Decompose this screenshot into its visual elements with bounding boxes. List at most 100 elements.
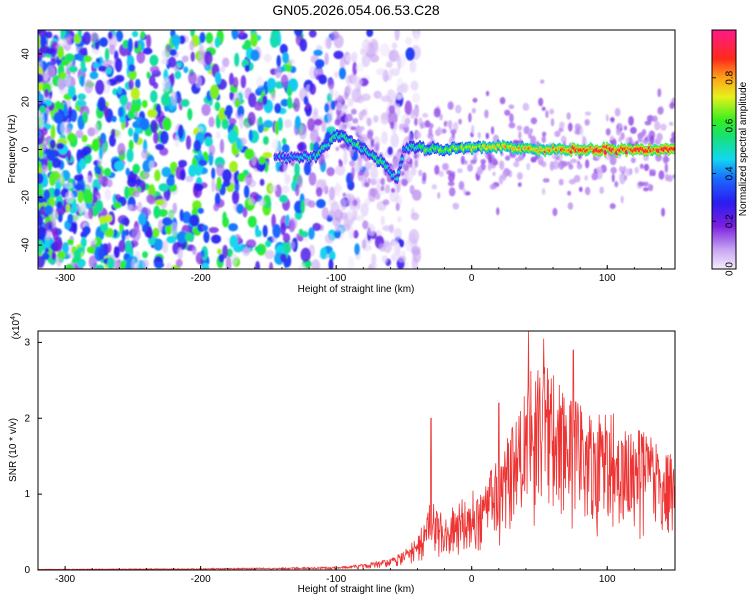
heatmap-cell <box>634 166 639 174</box>
heatmap-cell <box>388 105 396 114</box>
heatmap-cell <box>38 214 44 227</box>
heatmap-cell <box>77 201 85 215</box>
heatmap-cell <box>258 156 266 165</box>
heatmap-cell <box>118 239 126 253</box>
heatmap-cell <box>646 115 654 122</box>
heatmap-cell <box>60 121 68 135</box>
heatmap-cell <box>620 195 624 204</box>
heatmap-cell <box>538 97 544 107</box>
heatmap-cell <box>46 147 57 162</box>
heatmap-cell <box>662 155 669 164</box>
heatmap-cell <box>158 183 169 192</box>
heatmap-cell <box>236 138 242 150</box>
heatmap-cell <box>248 129 253 142</box>
heatmap-cell <box>82 31 92 45</box>
x-tick-label: 100 <box>599 574 616 585</box>
heatmap-cell <box>335 146 340 152</box>
heatmap-cell <box>231 190 240 205</box>
heatmap-cell <box>518 131 522 140</box>
snr-frame <box>37 330 676 571</box>
heatmap-cell <box>147 228 153 239</box>
y-tick-label: 1 <box>24 489 30 500</box>
heatmap-cell <box>262 225 268 238</box>
snr-plot-area <box>38 331 675 570</box>
heatmap-cell <box>130 87 140 100</box>
heatmap-cell <box>98 248 105 260</box>
heatmap-cell <box>274 120 279 136</box>
heatmap-cell <box>198 159 208 166</box>
heatmap-cell <box>380 178 385 186</box>
colorbar-tick-label: 0.2 <box>725 214 736 228</box>
heatmap-cell <box>38 114 45 130</box>
heatmap-cell <box>72 219 78 235</box>
heatmap-cell <box>307 118 316 131</box>
heatmap-cell <box>287 96 293 109</box>
heatmap-cell <box>38 226 46 241</box>
heatmap-cell <box>381 131 388 145</box>
heatmap-cell <box>321 120 327 133</box>
heatmap-cell <box>393 227 402 240</box>
heatmap-cell <box>355 63 365 72</box>
heatmap-cell <box>485 90 490 97</box>
heatmap-cell <box>153 238 164 251</box>
heatmap-cell <box>380 215 386 226</box>
heatmap-cell <box>530 135 537 145</box>
heatmap-cell <box>333 50 344 60</box>
heatmap-cell <box>48 172 56 187</box>
heatmap-cell <box>257 122 264 134</box>
heatmap-cell <box>460 155 465 165</box>
heatmap-cell <box>140 31 146 39</box>
heatmap-cell <box>229 160 238 173</box>
heatmap-cell <box>630 126 637 134</box>
heatmap-cell <box>279 43 288 55</box>
heatmap-cell <box>380 95 391 103</box>
heatmap-cell <box>80 149 89 157</box>
heatmap-signal-ridge <box>273 128 675 185</box>
heatmap-cell <box>222 179 231 188</box>
heatmap-cell <box>38 239 44 254</box>
heatmap-cell <box>87 237 98 246</box>
heatmap-cell <box>313 107 319 116</box>
heatmap-cell <box>409 184 415 195</box>
heatmap-cell <box>403 163 410 172</box>
snr-scale-suffix: ) <box>11 313 22 316</box>
heatmap-cell <box>254 245 264 252</box>
heatmap-cell <box>234 52 240 67</box>
heatmap-cell <box>209 84 220 100</box>
heatmap-cell <box>342 192 347 198</box>
heatmap-cell <box>266 77 277 90</box>
heatmap-cell <box>108 44 116 55</box>
heatmap-y-ticks: -40 -20 0 20 40 <box>21 48 42 252</box>
heatmap-cell <box>324 52 329 66</box>
heatmap-cell <box>669 137 675 144</box>
heatmap-cell <box>411 245 421 256</box>
heatmap-cell <box>492 158 498 165</box>
heatmap-cell <box>154 199 166 206</box>
heatmap-cell <box>137 201 143 213</box>
heatmap-cell <box>165 262 173 269</box>
heatmap-cell <box>476 166 483 176</box>
heatmap-cell <box>300 199 305 214</box>
heatmap-cell <box>385 61 393 68</box>
heatmap-y-axis-label: Frequency (Hz) <box>7 115 18 184</box>
heatmap-cell <box>343 150 348 165</box>
heatmap-cell <box>67 213 74 224</box>
heatmap-cell <box>113 229 118 238</box>
heatmap-cell <box>242 206 248 218</box>
heatmap-cell <box>159 130 169 145</box>
heatmap-cell <box>73 174 84 182</box>
heatmap-cell <box>247 215 257 228</box>
heatmap-cell <box>39 205 46 216</box>
heatmap-cell <box>282 233 291 243</box>
heatmap-cell <box>55 100 62 110</box>
heatmap-cell <box>272 224 281 239</box>
heatmap-cell <box>596 166 603 174</box>
heatmap-cell <box>136 178 142 186</box>
y-tick-label: 2 <box>24 413 30 424</box>
heatmap-cell <box>413 153 417 160</box>
heatmap-cell <box>104 47 110 62</box>
heatmap-cell <box>44 88 49 98</box>
heatmap-cell <box>222 169 232 182</box>
heatmap-cell <box>326 166 335 177</box>
heatmap-cell <box>45 31 53 39</box>
